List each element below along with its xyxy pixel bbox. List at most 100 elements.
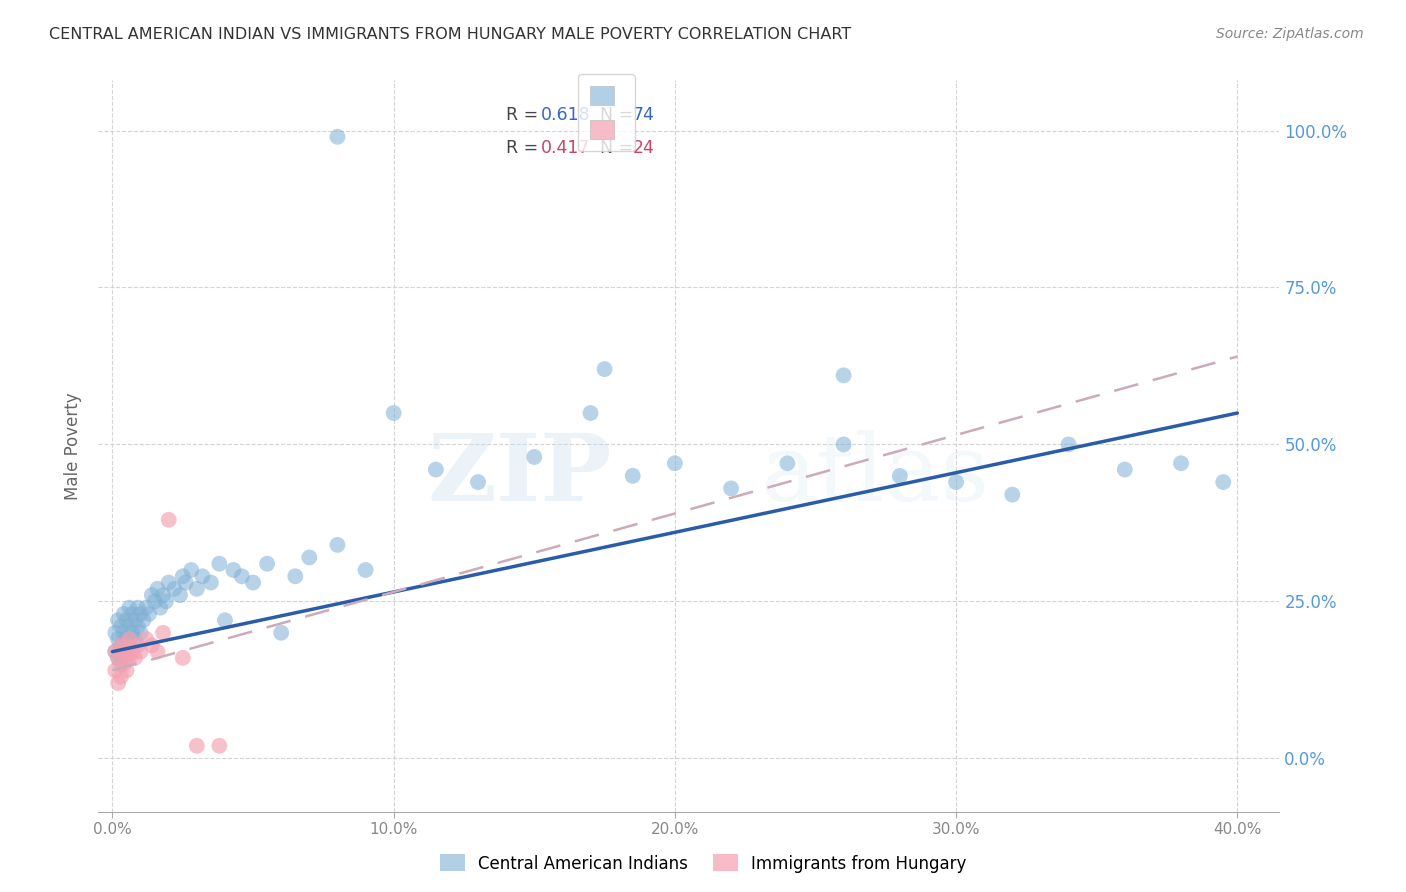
Point: [118, 638, 141, 652]
Point: [104, 645, 127, 659]
Point: [146, 645, 169, 659]
Point: [1212, 475, 1234, 489]
Point: [174, 575, 197, 590]
Point: [149, 600, 172, 615]
Legend: Central American Indians, Immigrants from Hungary: Central American Indians, Immigrants fro…: [433, 847, 973, 880]
Legend: , : ,: [578, 74, 636, 151]
Point: [112, 657, 135, 672]
Point: [115, 638, 138, 652]
Point: [208, 739, 231, 753]
Point: [107, 613, 129, 627]
Point: [256, 557, 278, 571]
Point: [143, 594, 166, 608]
Text: 74: 74: [633, 106, 654, 124]
Point: [110, 638, 132, 652]
Point: [141, 638, 163, 652]
Text: ZIP: ZIP: [427, 430, 612, 520]
Point: [127, 619, 149, 633]
Point: [169, 588, 191, 602]
Point: [107, 651, 129, 665]
Point: [208, 557, 231, 571]
Point: [107, 651, 129, 665]
Point: [720, 482, 742, 496]
Point: [593, 362, 616, 376]
Point: [104, 625, 127, 640]
Point: [146, 582, 169, 596]
Point: [124, 651, 146, 665]
Point: [382, 406, 405, 420]
Point: [157, 513, 180, 527]
Point: [135, 632, 157, 646]
Y-axis label: Male Poverty: Male Poverty: [65, 392, 83, 500]
Point: [118, 619, 141, 633]
Text: Source: ZipAtlas.com: Source: ZipAtlas.com: [1216, 27, 1364, 41]
Point: [776, 456, 799, 470]
Point: [832, 368, 855, 383]
Point: [132, 613, 155, 627]
Point: [191, 569, 214, 583]
Point: [621, 468, 644, 483]
Point: [118, 632, 141, 646]
Point: [1170, 456, 1192, 470]
Point: [157, 575, 180, 590]
Point: [186, 582, 208, 596]
Point: [129, 625, 152, 640]
Point: [186, 739, 208, 753]
Point: [326, 538, 349, 552]
Point: [121, 625, 143, 640]
Text: 24: 24: [633, 138, 654, 157]
Point: [129, 607, 152, 621]
Point: [664, 456, 686, 470]
Point: [115, 613, 138, 627]
Point: [110, 657, 132, 672]
Point: [889, 468, 911, 483]
Point: [112, 625, 135, 640]
Point: [152, 625, 174, 640]
Text: 0.618: 0.618: [541, 106, 591, 124]
Point: [124, 632, 146, 646]
Point: [138, 607, 160, 621]
Point: [141, 588, 163, 602]
Point: [1001, 488, 1024, 502]
Point: [115, 651, 138, 665]
Point: [110, 638, 132, 652]
Point: [121, 645, 143, 659]
Point: [832, 437, 855, 451]
Point: [112, 645, 135, 659]
Point: [115, 664, 138, 678]
Text: N =: N =: [600, 106, 640, 124]
Point: [180, 563, 202, 577]
Point: [242, 575, 264, 590]
Point: [121, 607, 143, 621]
Point: [222, 563, 245, 577]
Point: [112, 645, 135, 659]
Point: [579, 406, 602, 420]
Text: R =: R =: [506, 138, 544, 157]
Point: [118, 600, 141, 615]
Point: [231, 569, 253, 583]
Point: [104, 664, 127, 678]
Point: [110, 670, 132, 684]
Point: [945, 475, 967, 489]
Point: [1057, 437, 1080, 451]
Text: CENTRAL AMERICAN INDIAN VS IMMIGRANTS FROM HUNGARY MALE POVERTY CORRELATION CHAR: CENTRAL AMERICAN INDIAN VS IMMIGRANTS FR…: [49, 27, 852, 42]
Point: [124, 613, 146, 627]
Point: [284, 569, 307, 583]
Point: [163, 582, 186, 596]
Point: [425, 462, 447, 476]
Point: [110, 619, 132, 633]
Point: [1114, 462, 1136, 476]
Text: R =: R =: [506, 106, 544, 124]
Point: [104, 645, 127, 659]
Point: [172, 651, 194, 665]
Point: [214, 613, 236, 627]
Point: [118, 651, 141, 665]
Point: [115, 632, 138, 646]
Point: [172, 569, 194, 583]
Point: [200, 575, 222, 590]
Point: [155, 594, 177, 608]
Point: [135, 600, 157, 615]
Point: [270, 625, 292, 640]
Text: 0.417: 0.417: [541, 138, 591, 157]
Point: [326, 129, 349, 144]
